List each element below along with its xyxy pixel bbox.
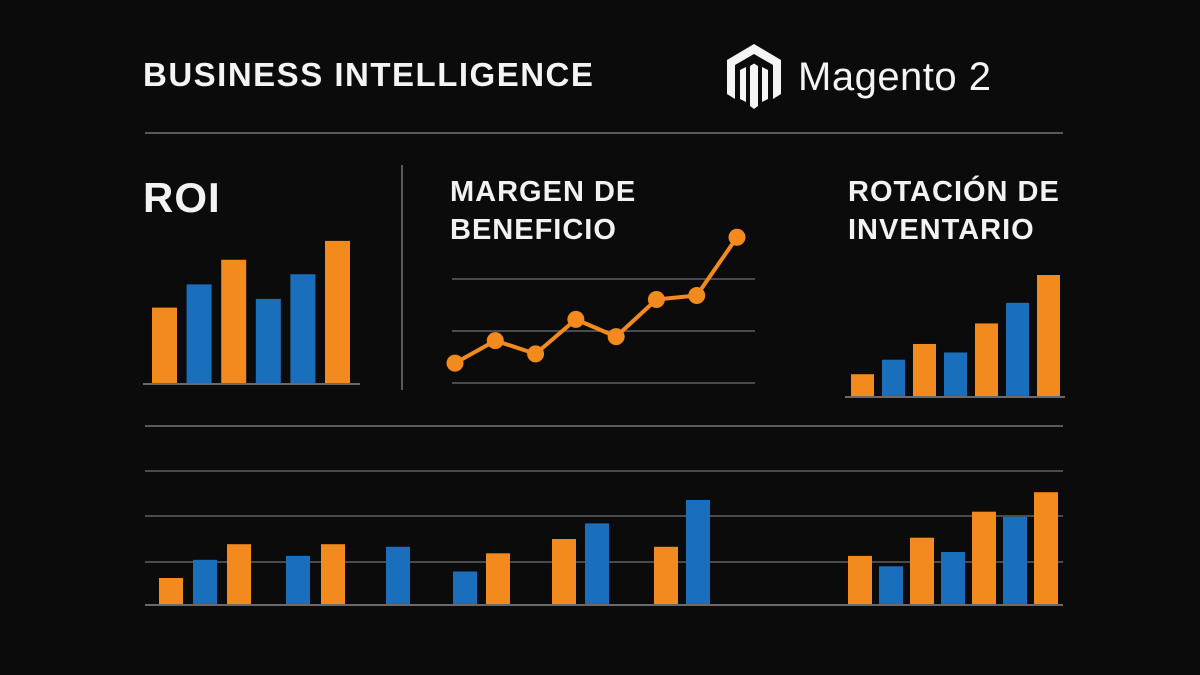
margen-point [527,345,545,363]
bottom-bar [1034,492,1058,604]
margen-title-line-1: MARGEN DE [450,176,637,208]
roi-bar [186,284,212,383]
margen-chart-title: MARGEN DE BENEFICIO [450,173,710,249]
rotacion-bar [1006,302,1029,396]
bottom-bar [879,566,903,604]
bottom-bar [686,500,710,604]
bottom-bar [972,511,996,604]
brand-logo: Magento 2 [724,42,992,112]
margen-point [607,328,625,346]
rotacion-title-line-1: ROTACIÓN DE [848,176,1060,208]
rotacion-title-line-2: INVENTARIO [848,214,1035,246]
bottom-bar [159,578,183,604]
margen-point [567,310,585,328]
rotacion-chart-title: ROTACIÓN DE INVENTARIO [848,173,1108,249]
bottom-bar [321,544,345,604]
rotacion-bar [882,359,905,396]
margen-point [446,354,464,372]
rotacion-bar [944,352,967,396]
bottom-bar [848,555,872,604]
margen-title-line-2: BENEFICIO [450,214,617,246]
bottom-bar [552,539,576,604]
rotacion-bar [1037,275,1060,396]
roi-bar [290,274,316,383]
roi-chart-title: ROI [143,174,221,221]
bottom-bar [654,546,678,604]
bottom-bar [486,553,510,604]
brand-name: Magento 2 [798,54,992,99]
bottom-bar [453,571,477,604]
rotacion-bar [851,374,874,396]
roi-bar [221,259,247,383]
rotacion-bar [913,343,936,396]
page-title: BUSINESS INTELLIGENCE [143,56,595,93]
bottom-bar [910,537,934,604]
bottom-bar [585,523,609,604]
bottom-bar [286,555,310,604]
magento-logo-icon [727,44,781,109]
margen-point [728,228,746,246]
bottom-bar [386,546,410,604]
bottom-bar [193,559,217,604]
bottom-bar [227,544,251,604]
roi-bar [152,307,177,383]
margen-point [688,287,706,305]
margen-point [486,332,504,350]
bottom-bar [941,552,965,604]
margen-point [647,291,665,309]
roi-bar [325,240,350,383]
roi-bar [255,298,281,383]
bottom-bar [1003,516,1027,604]
rotacion-bar [975,323,998,396]
